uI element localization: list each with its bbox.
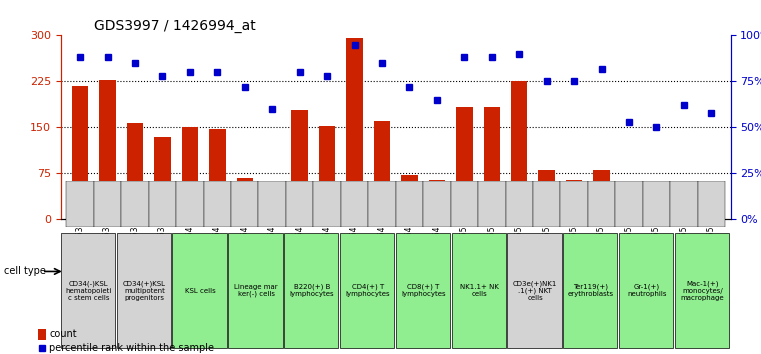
Bar <box>182 127 198 219</box>
Bar <box>176 181 204 227</box>
Bar <box>209 129 225 219</box>
Text: CD8(+) T
lymphocytes: CD8(+) T lymphocytes <box>401 284 446 297</box>
Bar <box>341 181 368 227</box>
Bar <box>563 233 617 348</box>
Bar <box>291 110 308 219</box>
Text: Lineage mar
ker(-) cells: Lineage mar ker(-) cells <box>234 284 278 297</box>
Bar <box>675 233 729 348</box>
Bar <box>259 181 286 227</box>
Text: cell type: cell type <box>4 267 46 276</box>
Bar <box>560 181 587 227</box>
Bar <box>670 181 698 227</box>
Bar <box>231 181 259 227</box>
Bar <box>594 170 610 219</box>
Bar <box>340 233 394 348</box>
Bar <box>319 126 336 219</box>
Bar <box>456 107 473 219</box>
Bar <box>264 184 281 219</box>
Text: CD3e(+)NK1
.1(+) NKT
cells: CD3e(+)NK1 .1(+) NKT cells <box>513 280 557 301</box>
Text: B220(+) B
lymphocytes: B220(+) B lymphocytes <box>290 284 334 297</box>
Text: Mac-1(+)
monocytes/
macrophage: Mac-1(+) monocytes/ macrophage <box>681 280 724 301</box>
Bar <box>61 233 115 348</box>
Bar <box>676 184 693 219</box>
Bar <box>483 107 500 219</box>
Bar <box>228 233 282 348</box>
Text: Gr-1(+)
neutrophils: Gr-1(+) neutrophils <box>627 284 667 297</box>
Bar <box>396 181 423 227</box>
Bar <box>698 181 725 227</box>
Text: NK1.1+ NK
cells: NK1.1+ NK cells <box>460 284 499 297</box>
Bar <box>401 175 418 219</box>
Bar <box>423 181 451 227</box>
Text: CD4(+) T
lymphocytes: CD4(+) T lymphocytes <box>345 284 390 297</box>
Bar <box>204 181 231 227</box>
Text: percentile rank within the sample: percentile rank within the sample <box>49 343 215 353</box>
Bar <box>566 179 582 219</box>
Bar <box>703 198 720 219</box>
Text: GDS3997 / 1426994_at: GDS3997 / 1426994_at <box>94 19 256 33</box>
Bar <box>643 181 670 227</box>
Bar <box>587 181 616 227</box>
Bar <box>621 211 637 219</box>
Bar <box>237 178 253 219</box>
Text: CD34(-)KSL
hematopoieti
c stem cells: CD34(-)KSL hematopoieti c stem cells <box>65 280 112 301</box>
Bar <box>72 86 88 219</box>
Bar <box>173 233 227 348</box>
Bar <box>286 181 314 227</box>
Bar <box>154 137 170 219</box>
Bar <box>396 233 450 348</box>
Bar <box>505 181 533 227</box>
Bar <box>539 170 555 219</box>
Bar <box>284 233 339 348</box>
Bar <box>533 181 560 227</box>
Bar <box>94 181 121 227</box>
Bar <box>38 329 46 340</box>
Text: count: count <box>49 329 77 339</box>
Bar <box>99 80 116 219</box>
Bar <box>619 233 673 348</box>
Text: Ter119(+)
erythroblasts: Ter119(+) erythroblasts <box>568 284 614 297</box>
Bar <box>148 181 176 227</box>
Bar <box>368 181 396 227</box>
Text: CD34(+)KSL
multipotent
progenitors: CD34(+)KSL multipotent progenitors <box>123 280 166 301</box>
Bar <box>127 123 143 219</box>
Bar <box>511 81 527 219</box>
Bar <box>451 181 478 227</box>
Bar <box>478 181 505 227</box>
Bar <box>508 233 562 348</box>
Bar <box>451 233 506 348</box>
Bar <box>116 233 171 348</box>
Text: KSL cells: KSL cells <box>185 287 216 293</box>
Bar <box>346 38 363 219</box>
Bar <box>66 181 94 227</box>
Bar <box>314 181 341 227</box>
Bar <box>374 121 390 219</box>
Bar <box>428 179 445 219</box>
Bar <box>121 181 148 227</box>
Bar <box>616 181 643 227</box>
Bar <box>648 211 664 219</box>
